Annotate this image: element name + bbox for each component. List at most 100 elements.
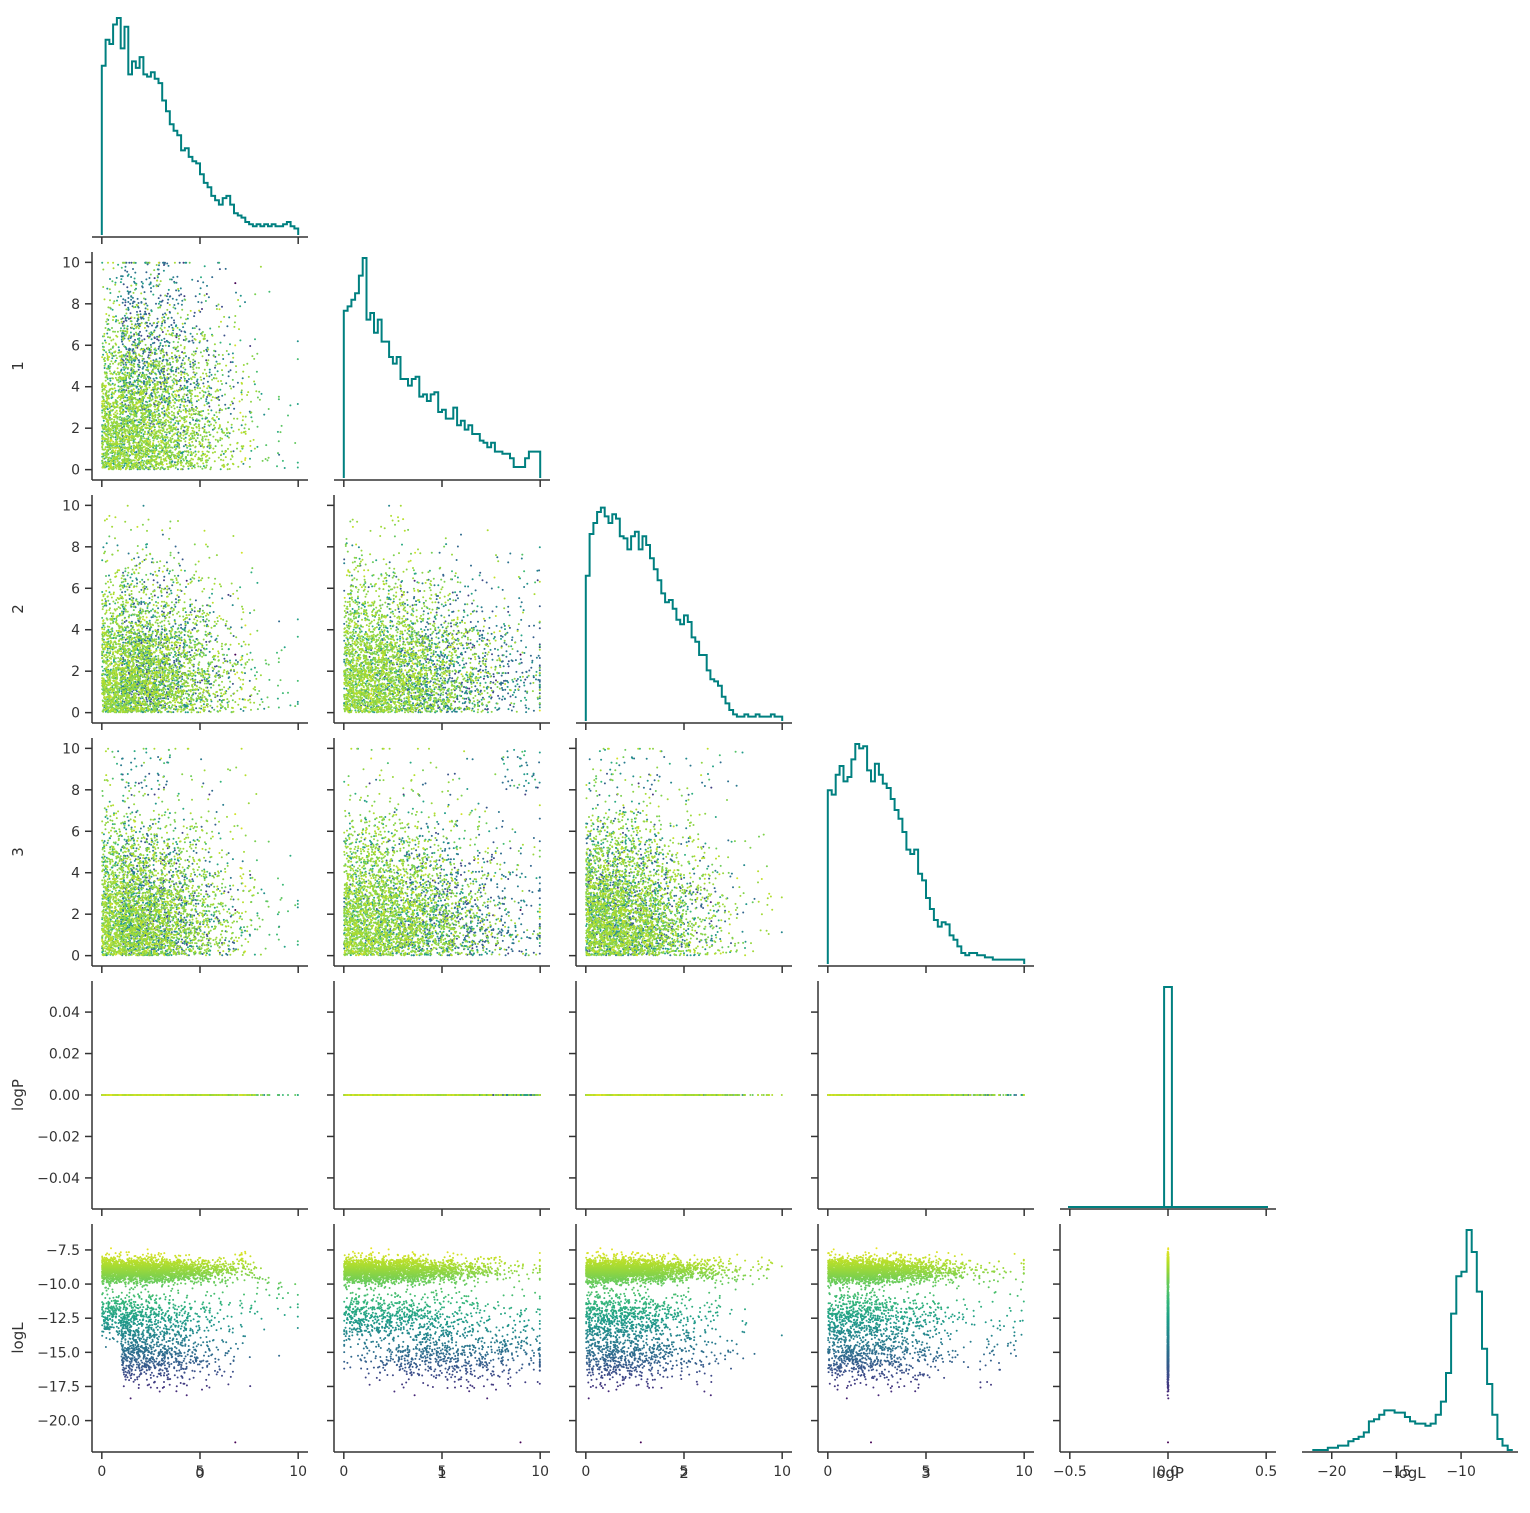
scatter-point — [175, 289, 177, 291]
scatter-point — [131, 262, 133, 264]
scatter-point — [138, 307, 140, 309]
scatter-point — [184, 331, 186, 333]
scatter-point — [145, 271, 147, 273]
scatter-point — [201, 308, 203, 310]
scatter-point — [121, 341, 123, 343]
scatter-point — [154, 277, 156, 279]
scatter-point — [123, 283, 125, 285]
scatter-point — [178, 295, 180, 297]
scatter-point — [165, 434, 167, 436]
scatter-point — [125, 262, 127, 264]
scatter-point — [203, 378, 205, 380]
scatter-point — [195, 295, 197, 297]
scatter-point — [160, 295, 162, 297]
scatter-point — [138, 359, 140, 361]
scatter-point — [187, 400, 189, 402]
scatter-point — [190, 383, 192, 385]
scatter-point — [202, 281, 204, 283]
scatter-point — [188, 341, 190, 343]
hist-step-3 — [828, 744, 1024, 964]
scatter-point — [179, 406, 181, 408]
scatter-point — [148, 354, 150, 356]
y-tick-label: 6 — [71, 338, 80, 354]
scatter-point — [242, 377, 244, 379]
scatter-point — [194, 360, 196, 362]
hist-step-0 — [102, 18, 298, 235]
scatter-point — [163, 395, 165, 397]
scatter-point — [154, 380, 156, 382]
scatter-point — [151, 325, 153, 327]
scatter-point — [233, 450, 235, 452]
scatter-point — [166, 263, 168, 265]
scatter-point — [230, 361, 232, 363]
scatter-point — [218, 396, 220, 398]
scatter-point — [126, 286, 128, 288]
scatter-point — [249, 345, 251, 347]
scatter-point — [134, 301, 136, 303]
scatter-point — [201, 302, 203, 304]
corner-plot: −20 −15 −10024681002468100246810−0.04−0.02… — [0, 0, 1530, 1513]
scatter-point — [124, 304, 126, 306]
scatter-point — [140, 335, 142, 337]
scatter-point — [149, 277, 151, 279]
scatter-point — [230, 369, 232, 371]
scatter-point — [202, 382, 204, 384]
scatter-point — [208, 406, 210, 408]
scatter-point — [140, 313, 142, 315]
hist-logL: −20 −15 −10 — [1302, 1230, 1518, 1480]
scatter-point — [206, 396, 208, 398]
scatter-point — [180, 293, 182, 295]
scatter-point — [232, 402, 234, 404]
x-tick-label: −20 — [1317, 1464, 1347, 1480]
scatter-point — [233, 408, 235, 410]
scatter-point — [206, 285, 208, 287]
scatter-point — [147, 335, 149, 337]
scatter-point — [167, 299, 169, 301]
scatter-point — [162, 345, 164, 347]
scatter-point — [181, 300, 183, 302]
scatter-point — [166, 352, 168, 354]
scatter-point — [223, 335, 225, 337]
scatter-point — [163, 338, 165, 340]
scatter-point — [158, 273, 160, 275]
scatter-point — [146, 330, 148, 332]
scatter-point — [142, 353, 144, 355]
scatter-point — [181, 351, 183, 353]
scatter-point — [136, 311, 138, 313]
scatter-point — [196, 380, 198, 382]
scatter-point — [144, 361, 146, 363]
scatter-point — [132, 348, 134, 350]
hist-1 — [334, 258, 550, 487]
scatter-point — [216, 305, 218, 307]
scatter-point — [234, 282, 236, 284]
scatter-point — [208, 296, 210, 298]
scatter-point — [170, 324, 172, 326]
scatter-point — [206, 340, 208, 342]
scatter-point — [126, 355, 128, 357]
scatter-point — [207, 381, 209, 383]
scatter-point — [124, 270, 126, 272]
scatter-point — [206, 350, 208, 352]
scatter-point — [166, 295, 168, 297]
scatter-point — [139, 310, 141, 312]
scatter-point — [137, 323, 139, 325]
scatter-point — [128, 293, 130, 295]
scatter-point — [168, 326, 170, 328]
scatter-point — [189, 401, 191, 403]
scatter-point — [143, 383, 145, 385]
scatter-point — [129, 303, 131, 305]
y-tick-label: 10 — [62, 255, 80, 271]
scatter-point — [128, 262, 130, 264]
y-tick-label: 4 — [71, 380, 80, 396]
scatter-point — [193, 315, 195, 317]
scatter-point — [150, 287, 152, 289]
scatter-point — [145, 278, 147, 280]
scatter-point — [160, 386, 162, 388]
scatter-point — [225, 382, 227, 384]
scatter-point — [162, 262, 164, 264]
scatter-point — [224, 404, 226, 406]
scatter-point — [173, 304, 175, 306]
scatter-point — [128, 349, 130, 351]
scatter-point — [196, 325, 198, 327]
y-tick-label: 0 — [71, 463, 80, 479]
